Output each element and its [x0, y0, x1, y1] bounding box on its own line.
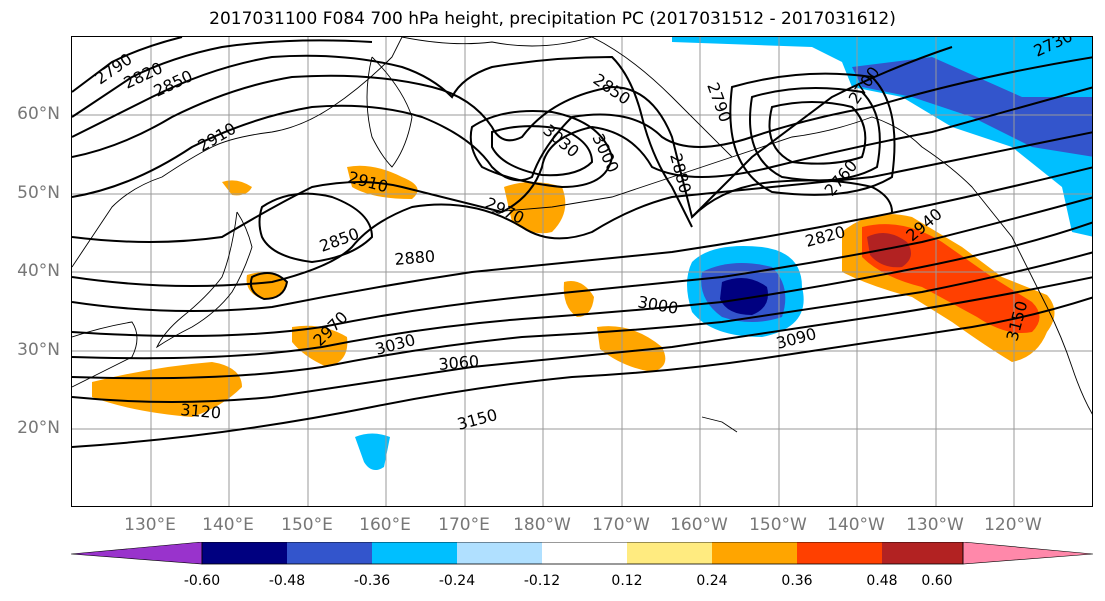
contour-label: 2910 — [195, 119, 240, 156]
contour-2970 — [72, 131, 1092, 287]
contour-2910 — [72, 56, 1092, 198]
colorbar-tick: -0.12 — [523, 573, 561, 589]
map-frame: 2790 2820 2850 2910 2850 2790 3030 3000 … — [71, 36, 1093, 507]
colorbar-tick: -0.60 — [183, 573, 221, 589]
neg-anomaly-ne-pacific-core — [852, 57, 1092, 157]
contour-2850 — [72, 54, 693, 228]
coast-hawaii — [701, 416, 738, 433]
contour-high-bering-inner — [491, 125, 594, 177]
coast-aleutians — [491, 156, 733, 213]
contour-2820 — [72, 39, 373, 118]
colorbar-segment — [882, 542, 963, 564]
contour-label: 3000 — [636, 292, 679, 318]
lon-label: 130°W — [906, 515, 964, 535]
lon-label: 160°E — [359, 515, 411, 535]
lon-label: 150°W — [749, 515, 807, 535]
lat-label: 20°N — [17, 418, 60, 438]
contour-alaska-low-c — [729, 72, 896, 196]
map-canvas: 2790 2820 2850 2910 2850 2790 3030 3000 … — [72, 37, 1092, 506]
contour-alaska-low-a — [768, 101, 867, 165]
colorbar-segment — [542, 542, 627, 564]
lon-label: 140°W — [827, 515, 885, 535]
contour-gulf-ridge — [691, 179, 893, 218]
pos-anomaly-central-south — [597, 326, 666, 372]
contour-3120 — [72, 276, 1092, 403]
colorbar-tick: -0.24 — [438, 573, 476, 589]
coast-japan — [155, 211, 253, 349]
colorbar-tick: 0.24 — [696, 573, 728, 589]
contour-label: 2880 — [394, 247, 436, 269]
pos-anomaly-japan-south — [92, 362, 242, 417]
lat-label: 40°N — [17, 261, 60, 281]
colorbar-tick: 0.36 — [781, 573, 813, 589]
lon-label: 120°W — [984, 515, 1042, 535]
contour-label: 2850 — [317, 224, 362, 256]
lat-label: 50°N — [17, 183, 60, 203]
contour-3090 — [72, 251, 1092, 380]
colorbar-tick: 0.12 — [611, 573, 643, 589]
colorbar-left-extend — [71, 542, 203, 565]
contour-low-okhotsk-a — [258, 192, 374, 264]
contour-2880 — [72, 46, 953, 219]
pos-anomaly-central-north — [563, 281, 594, 317]
pos-anomaly-kamchatka-south — [246, 272, 287, 299]
colorbar-tick: 0.60 — [921, 573, 953, 589]
pos-anomaly-bering — [504, 182, 566, 234]
contour-label: 3060 — [438, 352, 480, 374]
lon-label: 160°W — [670, 515, 728, 535]
coast-alaska — [591, 37, 1092, 415]
colorbar-segment — [712, 542, 797, 564]
coast-north-alaska — [401, 37, 593, 47]
lon-label: 150°E — [281, 515, 333, 535]
colorbar-tick: -0.48 — [268, 573, 306, 589]
colorbar-segment — [457, 542, 542, 564]
lon-label: 130°E — [124, 515, 176, 535]
neg-anomaly-central-pacific-core — [720, 278, 768, 315]
map-title: 2017031100 F084 700 hPa height, precipit… — [209, 9, 896, 29]
lon-label: 170°E — [438, 515, 490, 535]
colorbar — [71, 542, 1094, 565]
lon-label: 140°E — [202, 515, 254, 535]
colorbar-segment — [372, 542, 457, 564]
lat-label: 30°N — [17, 340, 60, 360]
pos-anomaly-west-coast-core — [867, 233, 911, 268]
contour-2790 — [72, 37, 183, 93]
colorbar-tick: -0.36 — [353, 573, 391, 589]
colorbar-segment — [797, 542, 882, 564]
contour-label: 2820 — [803, 222, 847, 251]
colorbar-segment — [287, 542, 372, 564]
colorbar-outline — [201, 542, 964, 565]
colorbar-segment — [627, 542, 712, 564]
contour-label: 3000 — [588, 131, 622, 176]
lon-label: 180°W — [513, 515, 571, 535]
contour-3000 — [72, 166, 1092, 312]
contour-3150 — [72, 296, 1092, 448]
contour-3060 — [72, 221, 1092, 360]
coastlines — [72, 37, 1092, 433]
contour-high-bering — [469, 110, 614, 189]
contour-alaska-low-b — [749, 87, 881, 182]
colorbar-right-extend — [962, 542, 1094, 565]
contour-label: 2850 — [590, 70, 634, 109]
contour-low-okhotsk-b — [249, 272, 289, 301]
coast-korea-china — [72, 321, 138, 388]
colorbar-segment — [202, 542, 287, 564]
contour-label: 3120 — [180, 400, 222, 422]
colorbar-tick: 0.48 — [866, 573, 898, 589]
neg-anomaly-marianas — [355, 433, 390, 471]
contour-3030 — [72, 196, 1092, 337]
height-contours — [72, 37, 1092, 448]
contour-label: 3150 — [455, 405, 499, 434]
lon-label: 170°W — [592, 515, 650, 535]
pos-anomaly-sea-of-japan — [222, 180, 252, 196]
lat-label: 60°N — [17, 104, 60, 124]
contour-label: 2790 — [703, 80, 735, 125]
